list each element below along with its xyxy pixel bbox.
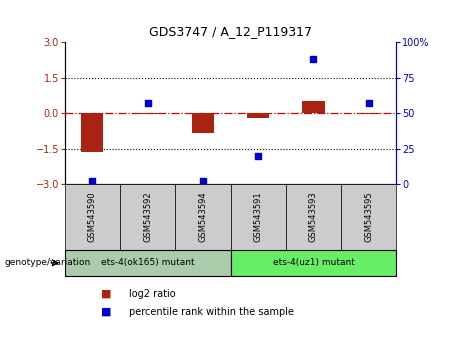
Text: GSM543591: GSM543591 (254, 192, 263, 242)
Point (89, 178, 96, 184)
Point (199, 178, 207, 184)
Text: ets-4(ok165) mutant: ets-4(ok165) mutant (100, 258, 195, 267)
Text: GSM543592: GSM543592 (143, 192, 152, 242)
Bar (136, 113, 159, 114)
Bar (247, 113, 269, 118)
Point (310, 57, 317, 62)
Text: GSM543590: GSM543590 (88, 192, 97, 242)
Text: ■: ■ (101, 307, 112, 316)
Text: GDS3747 / A_12_P119317: GDS3747 / A_12_P119317 (149, 25, 312, 38)
Bar (192, 113, 214, 133)
Text: genotype/variation: genotype/variation (5, 258, 91, 267)
Point (254, 153, 262, 159)
Point (365, 101, 372, 106)
Text: GSM543593: GSM543593 (309, 192, 318, 242)
Bar (302, 102, 325, 113)
Point (144, 101, 151, 106)
Text: GSM543595: GSM543595 (364, 192, 373, 242)
Text: GSM543594: GSM543594 (198, 192, 207, 242)
Text: ets-4(uz1) mutant: ets-4(uz1) mutant (272, 258, 355, 267)
Text: ■: ■ (101, 289, 112, 299)
Text: percentile rank within the sample: percentile rank within the sample (129, 307, 294, 316)
Bar (81, 113, 103, 152)
Text: log2 ratio: log2 ratio (129, 289, 176, 299)
Bar (358, 113, 380, 114)
